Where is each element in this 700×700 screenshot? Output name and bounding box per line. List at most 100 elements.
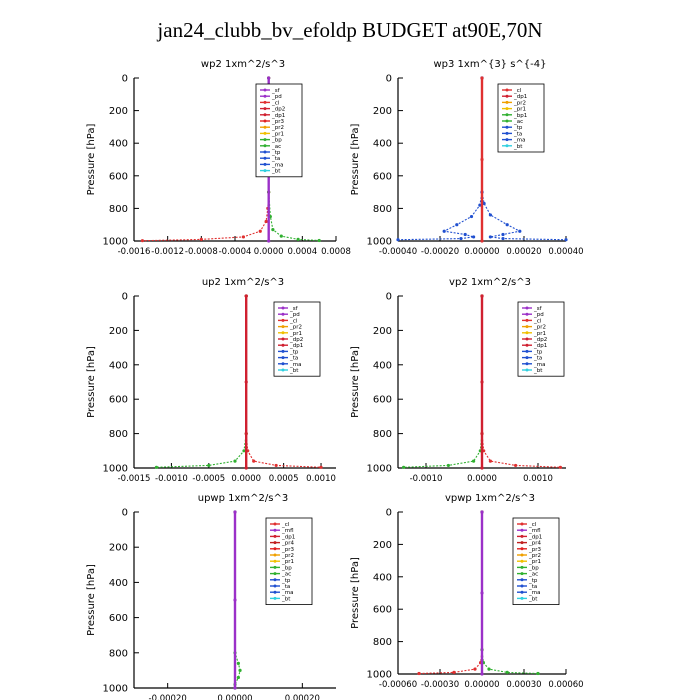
legend-label: _dp1 — [281, 534, 295, 540]
series-line — [397, 78, 483, 241]
x-tick-label: 0.00000 — [464, 247, 499, 257]
legend-label: _ma — [533, 362, 545, 368]
legend-label: _cl — [271, 100, 280, 106]
legend-marker — [505, 138, 509, 142]
legend-marker — [273, 541, 277, 545]
series-point — [279, 234, 283, 238]
legend-marker — [520, 559, 524, 563]
legend-label: _dp1 — [528, 534, 542, 540]
x-tick-label: 0.00020 — [506, 247, 541, 257]
series-point — [505, 223, 509, 227]
y-tick-label: 0 — [386, 508, 392, 519]
y-tick-label: 800 — [109, 204, 128, 215]
x-tick-label: 0.0008 — [321, 247, 351, 257]
legend-marker — [273, 528, 277, 532]
legend-marker — [520, 547, 524, 551]
y-tick-label: 400 — [373, 139, 392, 150]
panel-title: upwp 1xm^2/s^3 — [198, 493, 288, 504]
panel-title: wp3 1xm^{3} s^{-4} — [433, 59, 546, 70]
legend-marker — [505, 88, 509, 92]
series-line — [245, 296, 322, 468]
series-point — [396, 238, 400, 242]
legend-marker — [263, 169, 267, 173]
y-tick-label: 1000 — [367, 237, 392, 248]
x-tick-label: 0.0010 — [306, 474, 336, 484]
legend-marker — [520, 534, 524, 538]
x-tick-label: 0.0004 — [287, 247, 317, 257]
legend-label: _bt — [289, 368, 299, 374]
legend: _sf_pd_cl_pr2_pr1_dp2_dp1_tp_ta_ma_bt — [273, 301, 321, 377]
legend-marker — [520, 522, 524, 526]
series-line — [268, 78, 320, 242]
y-axis-label: Pressure [hPa] — [86, 564, 97, 636]
legend-marker — [520, 596, 524, 600]
panel-title: vpwp 1xm^2/s^3 — [445, 493, 535, 504]
y-tick-label: 200 — [373, 326, 392, 337]
legend-marker — [520, 578, 524, 582]
legend-marker — [281, 312, 285, 316]
legend-label: _pr2 — [533, 325, 546, 331]
y-tick-label: 0 — [386, 292, 392, 303]
chart-panel-1: wp3 1xm^{3} s^{-4} Pressure [hPa] 0 200 400 6… — [350, 59, 584, 257]
series-point — [518, 229, 522, 233]
legend-label: _ta — [533, 356, 542, 362]
legend-label: _dp2 — [289, 337, 303, 343]
legend-label: _pr2 — [281, 553, 294, 559]
x-tick-label: -0.0015 — [118, 474, 151, 484]
legend-label: _pd — [271, 94, 282, 100]
series-point — [505, 670, 509, 674]
series-point — [480, 157, 484, 162]
legend-marker — [263, 144, 267, 148]
y-tick-label: 200 — [109, 543, 128, 554]
legend-marker — [273, 534, 277, 538]
legend-label: _bt — [281, 596, 291, 602]
series-point — [480, 76, 484, 80]
legend-label: _bp — [271, 138, 282, 144]
series-point — [480, 380, 484, 384]
legend-box — [497, 83, 545, 153]
chart-panel-0: wp2 1xm^2/s^3 Pressure [hPa] 0 200 400 600 800… — [86, 59, 351, 257]
y-axis-label: Pressure [hPa] — [350, 346, 361, 418]
legend-label: _bt — [271, 169, 281, 175]
x-tick-label: 0.0010 — [523, 474, 553, 484]
legend-label: _ac — [271, 144, 281, 150]
legend-marker — [525, 331, 529, 335]
x-tick-label: -0.00020 — [421, 247, 459, 257]
legend-marker — [281, 362, 285, 366]
series-point — [233, 459, 237, 463]
series-point — [271, 227, 275, 232]
series-point — [244, 380, 248, 384]
legend-label: _bp — [281, 565, 292, 571]
y-tick-label: 800 — [109, 648, 128, 659]
series-point — [452, 670, 456, 674]
legend-marker — [263, 119, 267, 123]
y-tick-label: 600 — [373, 171, 392, 182]
chart-panel-4: upwp 1xm^2/s^3 Pressure [hPa] 0 200 400 600 80… — [86, 493, 336, 700]
y-tick-label: 0 — [122, 508, 128, 519]
legend-label: _pr1 — [513, 107, 526, 113]
legend-marker — [505, 125, 509, 129]
y-tick-label: 800 — [373, 204, 392, 215]
legend-label: _pr1 — [528, 559, 541, 565]
legend-marker — [263, 156, 267, 160]
series-point — [242, 449, 246, 453]
x-tick-label: -0.00020 — [149, 694, 187, 700]
legend-marker — [281, 337, 285, 341]
legend-marker — [525, 356, 529, 360]
legend-label: _ta — [513, 131, 522, 137]
legend-marker — [525, 362, 529, 366]
panel-title: vp2 1xm^2/s^3 — [449, 277, 531, 288]
series-point — [241, 235, 246, 239]
legend-marker — [505, 100, 509, 104]
legend-marker — [525, 368, 529, 372]
legend-marker — [273, 522, 277, 526]
legend-label: _tp — [528, 578, 538, 584]
legend-marker — [273, 578, 277, 582]
figure-title: jan24_clubb_bv_efoldp BUDGET at90E,70N — [157, 18, 543, 42]
legend-label: _ma — [281, 590, 293, 596]
series-point — [480, 239, 484, 243]
y-tick-label: 400 — [109, 360, 128, 371]
y-tick-label: 400 — [109, 578, 128, 589]
series-point — [233, 510, 237, 514]
